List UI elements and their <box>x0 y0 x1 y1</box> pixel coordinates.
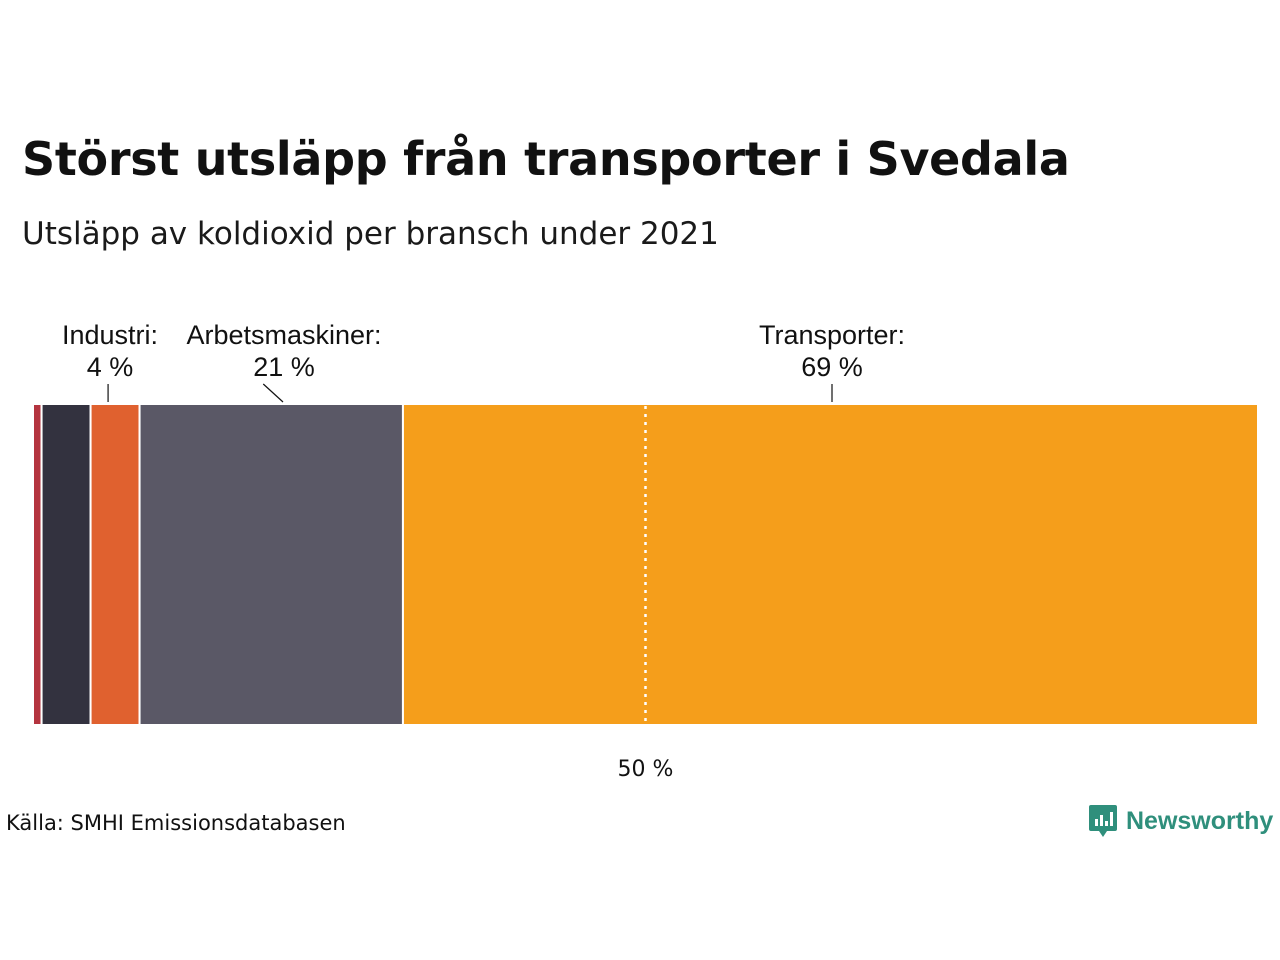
label-connector-arbetsmaskiner <box>262 383 284 403</box>
source-note: Källa: SMHI Emissionsdatabasen <box>6 811 346 835</box>
bar-segment-arbetsmaskiner <box>138 403 404 726</box>
stacked-bar-chart: Industri:4 % Arbetsmaskiner:21 % Transport… <box>32 320 1259 782</box>
bar-segment-transporter <box>401 403 1259 726</box>
segment-label-name-arbetsmaskiner: Arbetsmaskiner: <box>186 320 381 350</box>
chart-subtitle: Utsläpp av koldioxid per bransch under 2… <box>22 216 719 252</box>
segment-label-value-arbetsmaskiner: 21 % <box>253 352 315 382</box>
bar-segment-segment-0 <box>32 403 43 726</box>
reference-line-label: 50 % <box>618 757 674 782</box>
segment-label-value-transporter: 69 % <box>801 352 863 382</box>
segment-label-name-transporter: Transporter: <box>759 320 905 350</box>
newsworthy-logo-icon <box>1089 805 1117 837</box>
brand-name: Newsworthy <box>1126 806 1274 835</box>
chart-title: Störst utsläpp från transporter i Svedal… <box>22 132 1070 186</box>
segment-label-name-industri: Industri: <box>62 320 158 350</box>
bar-segment-segment-1 <box>40 403 92 726</box>
segment-label-value-industri: 4 % <box>87 352 134 382</box>
bar-segment-industri <box>89 403 141 726</box>
brand-logo: Newsworthy <box>1088 803 1273 839</box>
